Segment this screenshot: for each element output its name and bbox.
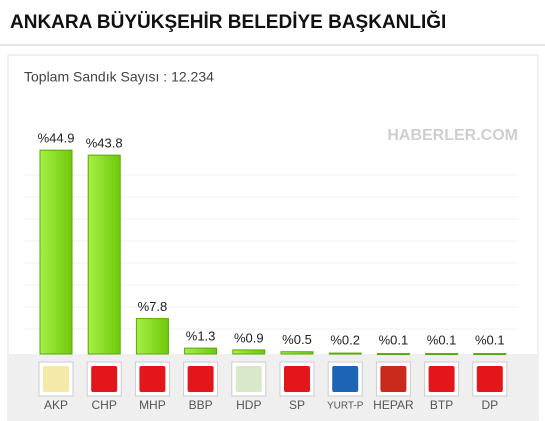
value-label: %43.8 bbox=[86, 136, 123, 151]
value-label: %0.1 bbox=[475, 332, 505, 347]
value-label: %1.3 bbox=[186, 329, 216, 344]
x-tick-label: AKP bbox=[44, 398, 68, 412]
bar bbox=[280, 351, 314, 355]
party-logo bbox=[139, 366, 166, 392]
value-label: %44.9 bbox=[38, 131, 75, 146]
value-label: %0.1 bbox=[427, 332, 457, 347]
bar bbox=[135, 318, 169, 355]
bar bbox=[376, 353, 410, 356]
watermark: HABERLER.COM bbox=[387, 127, 518, 144]
x-tick-label: DP bbox=[481, 398, 498, 412]
party-logo bbox=[91, 366, 118, 392]
value-label: %0.2 bbox=[330, 332, 360, 347]
party-logo bbox=[284, 366, 310, 392]
value-label: %7.8 bbox=[138, 299, 168, 314]
x-tick-label: SP bbox=[289, 398, 305, 412]
value-label: %0.1 bbox=[379, 332, 409, 347]
value-label: %0.9 bbox=[234, 330, 264, 345]
bar bbox=[425, 353, 459, 356]
x-tick-label: MHP bbox=[139, 398, 166, 412]
x-tick-label: YURT-P bbox=[327, 401, 364, 412]
subtitle: Toplam Sandık Sayısı : 12.234 bbox=[24, 69, 214, 85]
party-logo bbox=[332, 366, 359, 392]
x-tick-label: BBP bbox=[189, 398, 213, 412]
party-logo bbox=[476, 366, 503, 392]
party-logo bbox=[380, 366, 407, 392]
party-logo bbox=[43, 366, 69, 392]
bar bbox=[39, 149, 73, 355]
bar bbox=[232, 349, 266, 355]
party-logo bbox=[235, 366, 262, 392]
chart-title: ANKARA BÜYÜKŞEHİR BELEDİYE BAŞKANLIĞI bbox=[10, 11, 446, 33]
bar bbox=[184, 347, 218, 355]
x-tick-label: BTP bbox=[430, 398, 453, 412]
party-logo bbox=[428, 366, 455, 392]
bar bbox=[473, 353, 507, 356]
bar bbox=[87, 154, 121, 355]
x-tick-label: CHP bbox=[92, 398, 117, 412]
party-logo bbox=[187, 366, 214, 392]
x-tick-label: HDP bbox=[236, 398, 261, 412]
x-tick-label: HEPAR bbox=[373, 398, 414, 412]
value-label: %0.5 bbox=[282, 332, 312, 347]
bar bbox=[328, 352, 362, 355]
